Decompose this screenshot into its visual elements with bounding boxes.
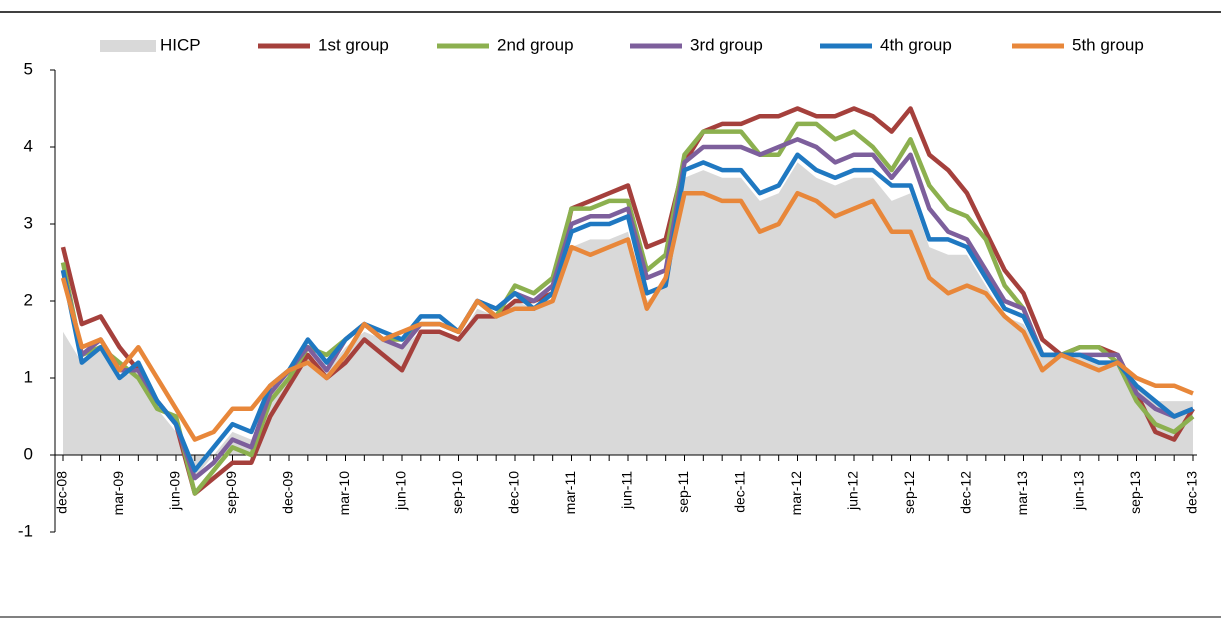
legend-label: 5th group <box>1072 35 1144 54</box>
legend-label: HICP <box>160 35 201 54</box>
x-tick-label: dec-08 <box>54 471 70 514</box>
x-tick-label: mar-10 <box>336 471 352 516</box>
x-tick-label: mar-09 <box>110 471 126 516</box>
x-tick-label: jun-13 <box>1071 471 1087 511</box>
x-tick-label: dec-12 <box>958 471 974 514</box>
legend-label: 1st group <box>318 35 389 54</box>
legend-label: 4th group <box>880 35 952 54</box>
y-tick-label: -1 <box>18 521 33 540</box>
x-tick-label: sep-11 <box>675 471 691 513</box>
y-tick-label: 2 <box>24 290 33 309</box>
legend-label: 2nd group <box>497 35 574 54</box>
legend-swatch <box>100 40 156 52</box>
line <box>60 121 1195 496</box>
x-tick-label: mar-11 <box>562 471 578 515</box>
x-tick-label: sep-13 <box>1127 471 1143 514</box>
y-tick-label: 1 <box>24 367 33 386</box>
x-tick-label: dec-10 <box>506 471 522 514</box>
y-tick-label: 4 <box>24 136 33 155</box>
line <box>60 137 1194 481</box>
x-tick-label: mar-12 <box>788 471 804 516</box>
y-tick-label: 3 <box>24 213 33 232</box>
area <box>63 162 1193 479</box>
x-tick-label: dec-11 <box>732 471 748 513</box>
x-tick-label: sep-12 <box>901 471 917 514</box>
x-tick-label: mar-13 <box>1014 471 1030 516</box>
line <box>60 152 1194 473</box>
x-tick-label: jun-11 <box>619 471 635 510</box>
x-tick-label: jun-10 <box>393 471 409 511</box>
line <box>60 190 1194 442</box>
x-tick-label: sep-10 <box>449 471 465 514</box>
x-tick-label: dec-13 <box>1184 471 1200 514</box>
x-tick-label: sep-09 <box>223 471 239 514</box>
y-tick-label: 0 <box>24 444 33 463</box>
x-tick-label: jun-12 <box>845 471 861 511</box>
legend-label: 3rd group <box>690 35 763 54</box>
y-tick-label: 5 <box>24 59 33 78</box>
line <box>60 106 1195 496</box>
x-tick-label: dec-09 <box>280 471 296 514</box>
x-tick-label: jun-09 <box>167 471 183 511</box>
